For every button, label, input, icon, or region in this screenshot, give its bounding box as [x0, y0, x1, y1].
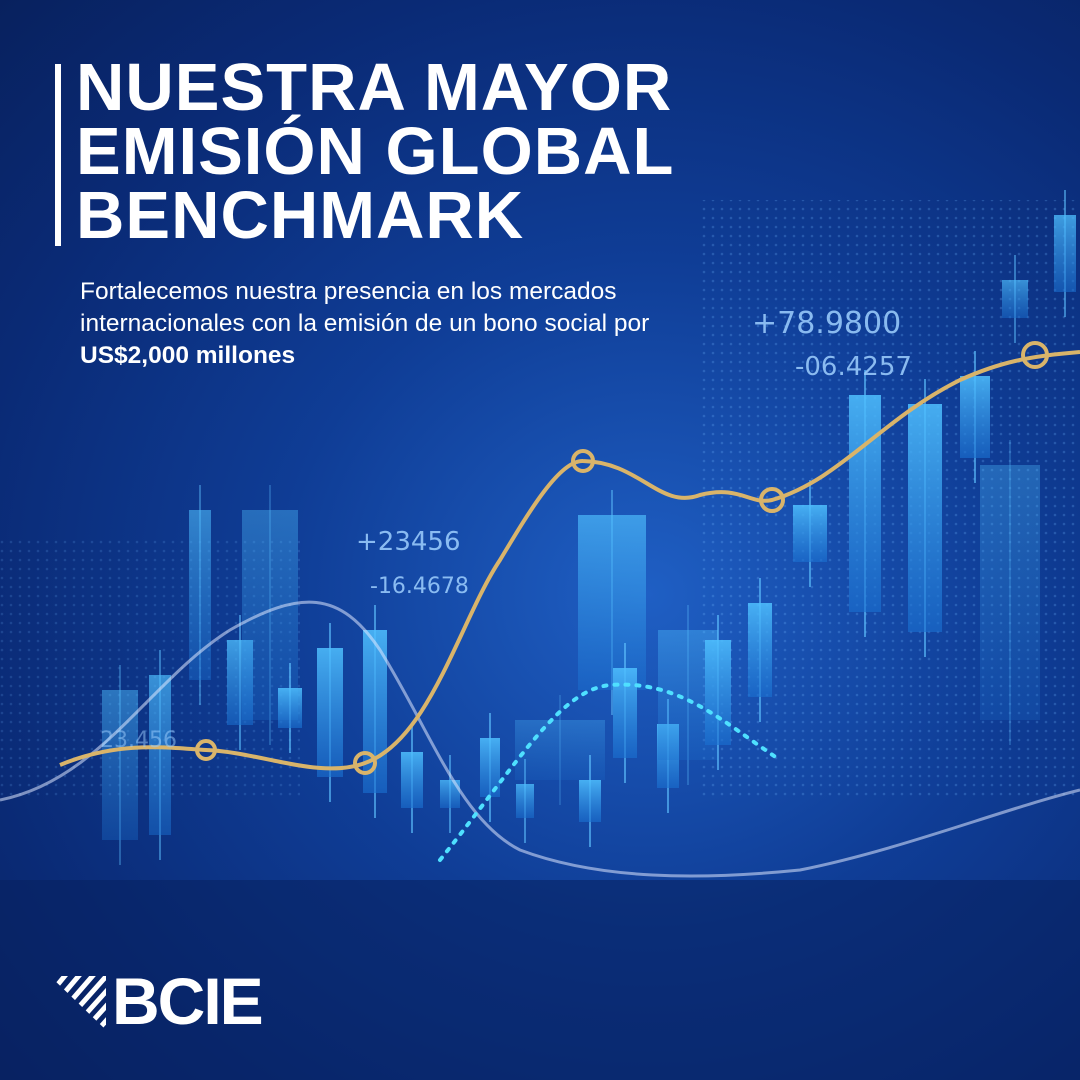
candle-body — [480, 738, 500, 797]
candle-body — [980, 465, 1040, 720]
headline-line: EMISIÓN GLOBAL — [76, 114, 675, 189]
headline-line: BENCHMARK — [76, 178, 525, 253]
candle-body — [440, 780, 460, 808]
white-trend-line — [0, 600, 1080, 878]
candle-body — [579, 780, 601, 822]
subtitle-text: Fortalecemos nuestra presencia en los me… — [80, 278, 650, 337]
gold-point — [353, 751, 377, 775]
gold-point — [195, 739, 217, 761]
candle-body — [317, 648, 343, 777]
candle-body — [578, 515, 646, 690]
candle-body — [189, 510, 211, 680]
gold-point — [571, 449, 595, 473]
candlesticks — [102, 190, 1076, 865]
candle-body — [278, 688, 302, 728]
gold-point — [759, 487, 785, 513]
subtitle: Fortalecemos nuestra presencia en los me… — [80, 276, 740, 372]
candle-body — [515, 720, 605, 780]
gold-point — [1021, 341, 1049, 369]
headline: NUESTRA MAYOR EMISIÓN GLOBAL BENCHMARK — [76, 50, 675, 253]
candle-body — [793, 505, 827, 562]
bg-figure: -06.4257 — [795, 352, 912, 382]
candle-body — [908, 404, 942, 632]
bg-figure: -16.4678 — [370, 574, 469, 599]
candle-body — [401, 752, 423, 808]
bg-figure: 23.456 — [100, 728, 177, 753]
gold-trend-line — [59, 350, 1080, 771]
candle-body — [102, 690, 138, 840]
bg-figure: +23456 — [356, 527, 461, 557]
candle-body — [705, 640, 731, 745]
subtitle-amount: US$2,000 millones — [80, 342, 296, 369]
headline-line: NUESTRA MAYOR — [76, 50, 673, 125]
candle-body — [149, 675, 171, 835]
bg-figure: +78.9800 — [752, 306, 902, 341]
candle-body — [516, 784, 534, 818]
candle-body — [613, 668, 637, 758]
bcie-logo-icon — [50, 976, 106, 1030]
candle-body — [1002, 280, 1028, 318]
candle-body — [1054, 215, 1076, 292]
candle-body — [849, 395, 881, 612]
candle-body — [242, 510, 298, 720]
candle-body — [960, 376, 990, 458]
dotted-trend-line — [438, 682, 782, 862]
bcie-logo: BCIE — [50, 964, 264, 1038]
candle-body — [748, 603, 772, 697]
title-accent-bar — [55, 64, 61, 246]
bcie-logo-text: BCIE — [112, 964, 264, 1038]
